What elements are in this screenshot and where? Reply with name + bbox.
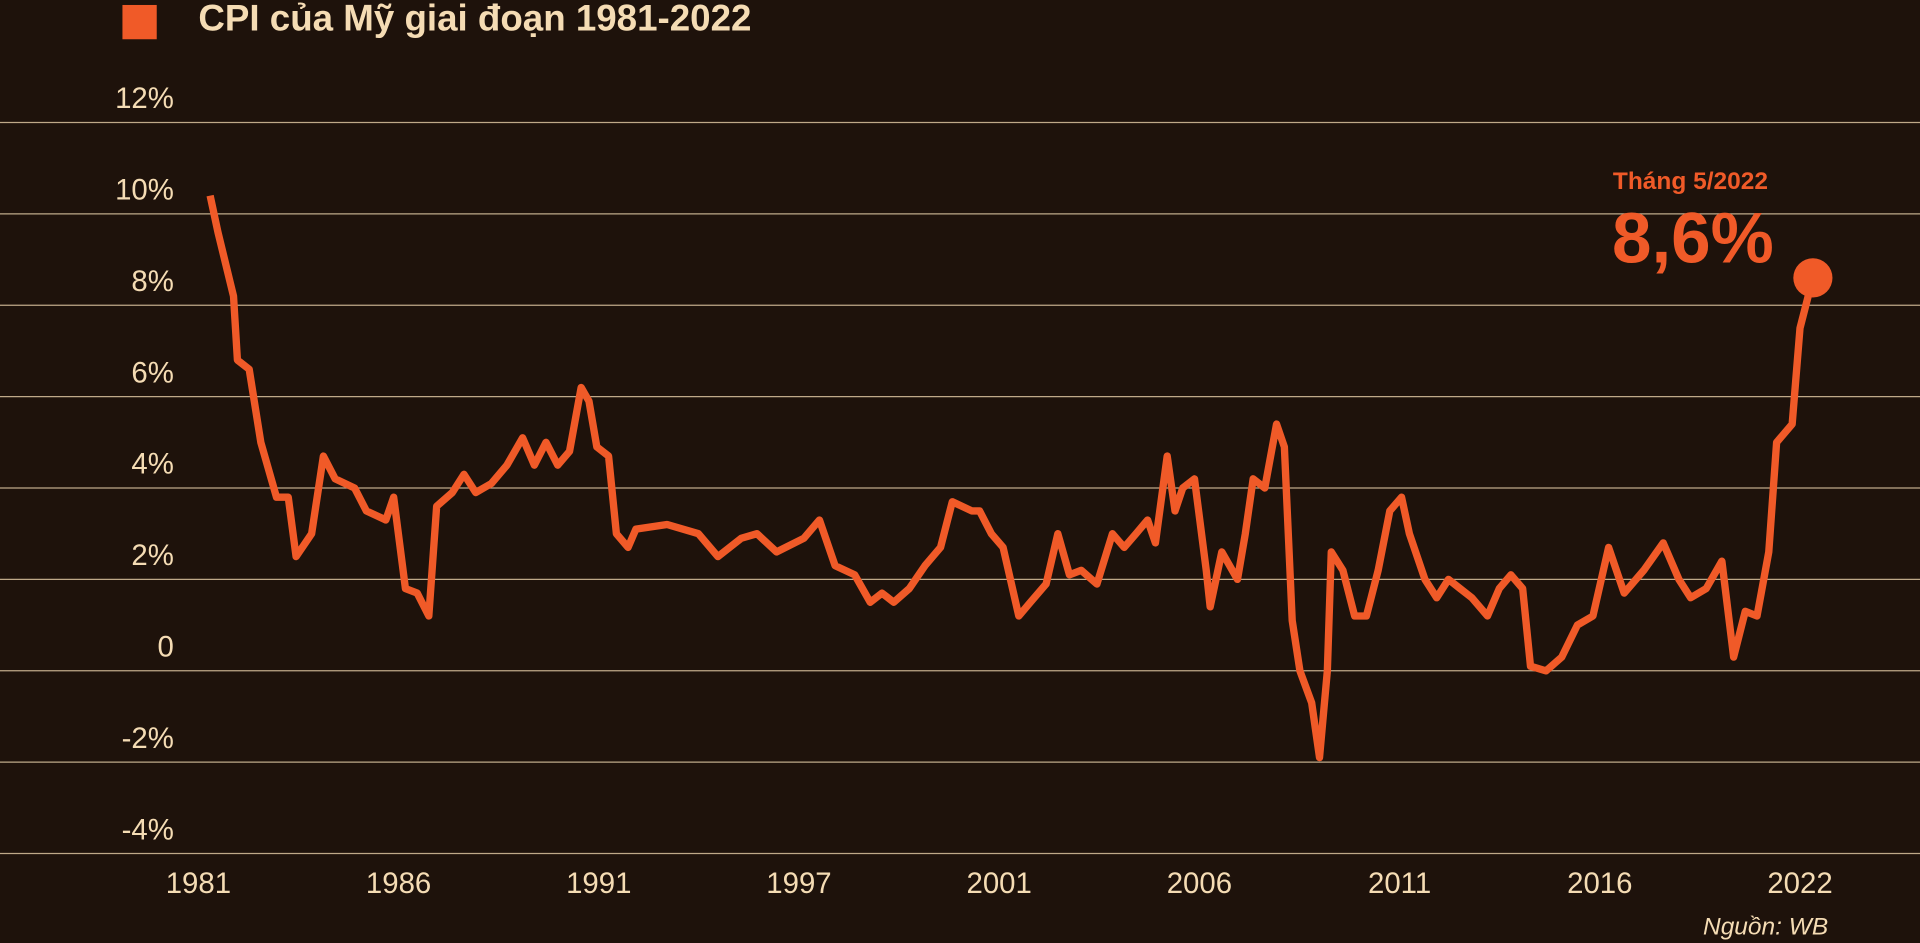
y-tick-label: 2% <box>131 539 173 572</box>
y-tick-label: 8% <box>131 265 173 298</box>
x-tick-label: 2006 <box>1167 867 1232 900</box>
y-tick-label: 0 <box>158 631 174 664</box>
annotation-title: Tháng 5/2022 <box>1613 168 1768 195</box>
title-marker <box>122 4 157 40</box>
x-tick-label: 2011 <box>1368 867 1431 900</box>
y-tick-label: 6% <box>131 356 173 389</box>
x-tick-label: 1991 <box>566 867 631 900</box>
x-tick-label: 1981 <box>166 867 231 900</box>
x-tick-label: 2022 <box>1767 867 1832 900</box>
x-tick-label: 2001 <box>967 867 1032 900</box>
y-tick-label: 4% <box>131 448 173 481</box>
chart-title: CPI của Mỹ giai đoạn 1981-2022 <box>198 0 751 39</box>
y-tick-label: -2% <box>122 722 174 755</box>
y-tick-label: -4% <box>122 813 174 846</box>
annotation-value: 8,6% <box>1612 199 1774 278</box>
source: Nguồn: WB <box>1703 914 1828 941</box>
cpi-line <box>206 194 1817 762</box>
x-tick-label: 1986 <box>366 867 431 900</box>
last-point <box>1793 258 1833 298</box>
y-tick-label: 10% <box>115 174 174 207</box>
x-tick-label: 2016 <box>1567 867 1632 900</box>
x-tick-label: 1997 <box>766 867 831 900</box>
y-tick-label: 12% <box>115 82 174 115</box>
